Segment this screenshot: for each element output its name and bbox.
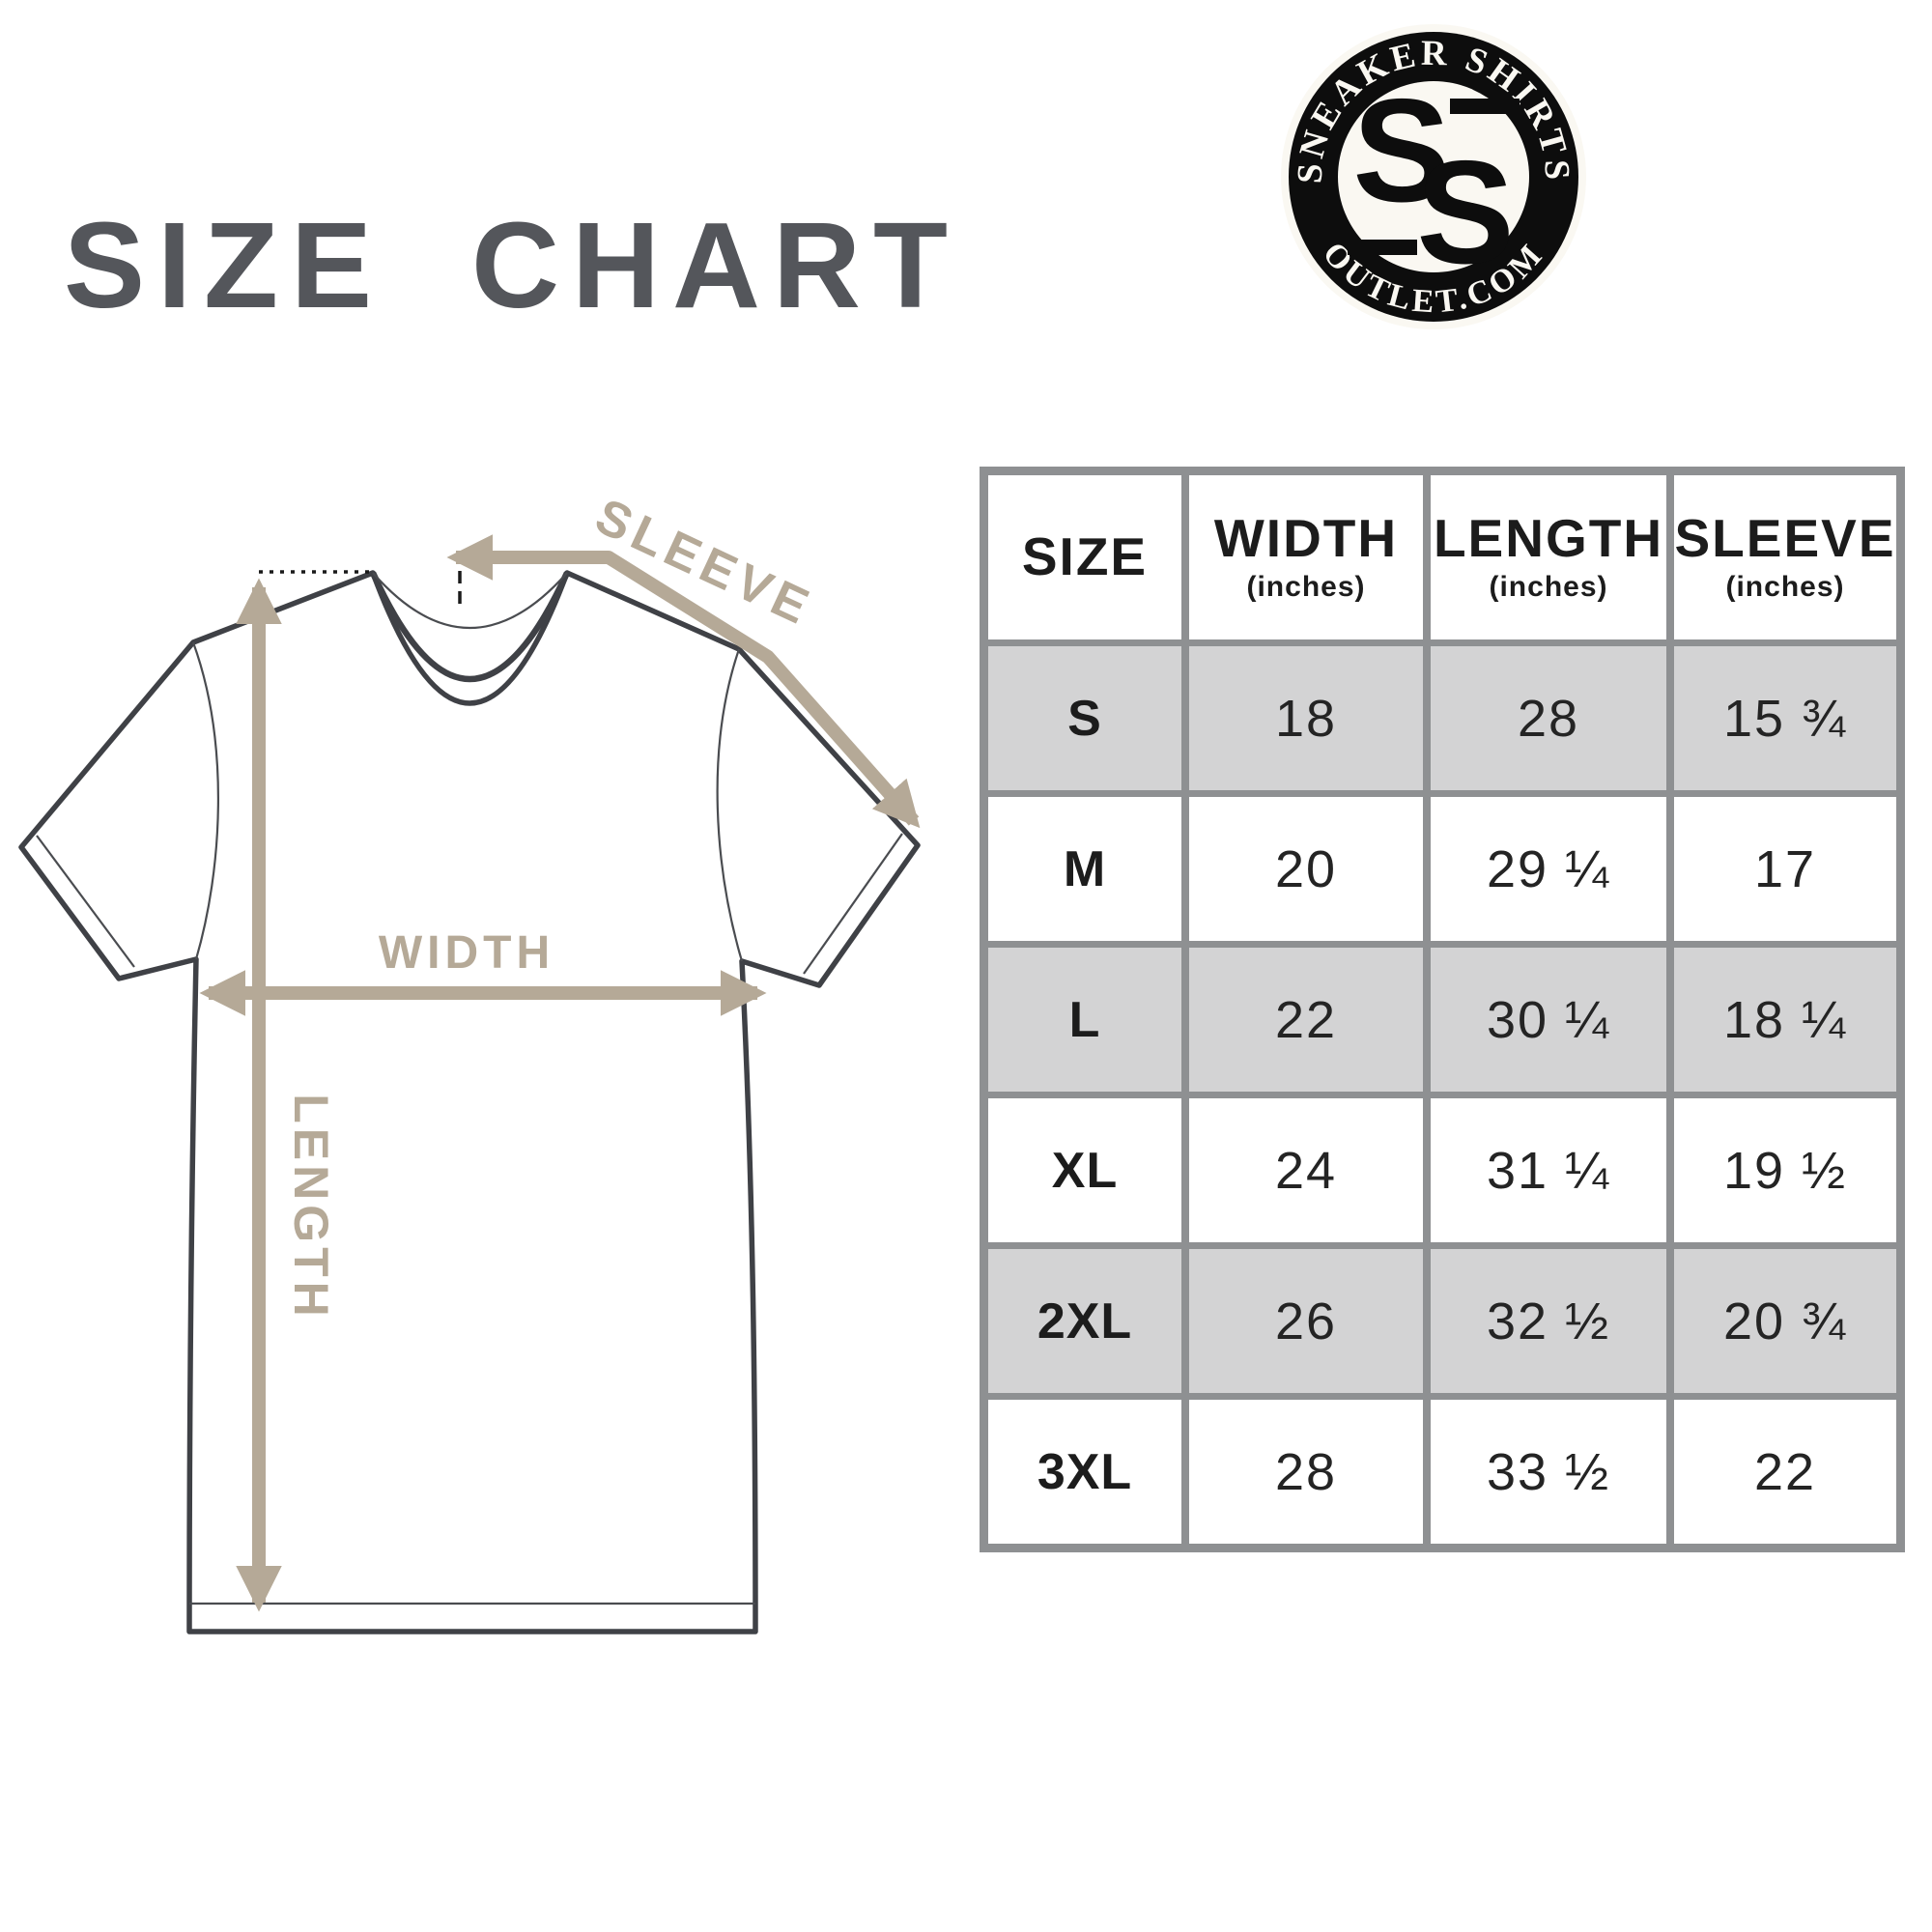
- table-row-s-sleeve: 15 ¾: [1666, 639, 1896, 790]
- row-l-sleeve: 18 ¼: [1722, 990, 1848, 1049]
- row-2xl-sleeve: 20 ¾: [1722, 1292, 1848, 1350]
- size-table: SIZE WIDTH (inches) LENGTH (inches) SLEE…: [980, 467, 1905, 1552]
- table-row-l-size: L: [988, 941, 1181, 1092]
- svg-text:S: S: [1352, 69, 1450, 233]
- table-row-m-length: 29 ¼: [1423, 790, 1666, 941]
- table-row-3xl-size: 3XL: [988, 1393, 1181, 1544]
- row-xl-sleeve: 19 ½: [1722, 1141, 1848, 1200]
- row-m-label: M: [1063, 840, 1107, 897]
- row-xl-length: 31 ¼: [1486, 1141, 1611, 1200]
- length-label: LENGTH: [284, 1094, 338, 1321]
- badge-inner-disc: [1338, 81, 1529, 272]
- svg-text:S: S: [1416, 130, 1514, 295]
- row-3xl-label: 3XL: [1037, 1443, 1133, 1500]
- left-armhole-seam: [191, 641, 220, 960]
- left-sleeve-hem: [36, 835, 135, 968]
- row-m-width: 20: [1274, 839, 1338, 898]
- brand-logo: SNEAKER SHIRTS OUTLET.COM S S: [1281, 24, 1586, 329]
- table-row-l-width: 22: [1181, 941, 1423, 1092]
- header-length-unit: (inches): [1489, 570, 1608, 603]
- table-row-m-width: 20: [1181, 790, 1423, 941]
- right-sleeve-hem: [803, 833, 903, 975]
- tshirt-outline: [18, 570, 921, 1634]
- table-row-m-size: M: [988, 790, 1181, 941]
- table-row-l-length: 30 ¼: [1423, 941, 1666, 1092]
- width-label: WIDTH: [379, 927, 554, 979]
- header-sleeve-label: SLEEVE: [1674, 508, 1896, 569]
- row-3xl-width: 28: [1274, 1442, 1338, 1501]
- row-xl-label: XL: [1051, 1142, 1119, 1199]
- row-s-sleeve: 15 ¾: [1722, 689, 1848, 748]
- table-row-2xl-size: 2XL: [988, 1242, 1181, 1393]
- header-size: SIZE: [988, 475, 1181, 639]
- table-row-xl-sleeve: 19 ½: [1666, 1092, 1896, 1242]
- row-s-length: 28: [1517, 689, 1580, 748]
- row-3xl-sleeve: 22: [1753, 1442, 1817, 1501]
- collar-inner-seam: [372, 572, 568, 629]
- row-l-width: 22: [1274, 990, 1338, 1049]
- ss-monogram-icon: S S: [1348, 69, 1520, 295]
- row-m-sleeve: 17: [1753, 839, 1817, 898]
- tshirt-measure-diagram: SLEEVE WIDTH LENGTH: [18, 488, 921, 1634]
- row-2xl-length: 32 ½: [1486, 1292, 1611, 1350]
- sleeve-arrow: [446, 534, 921, 829]
- header-width-unit: (inches): [1246, 570, 1366, 603]
- table-row-s-length: 28: [1423, 639, 1666, 790]
- header-size-label: SIZE: [1021, 526, 1149, 587]
- table-row-s-width: 18: [1181, 639, 1423, 790]
- table-row-2xl-length: 32 ½: [1423, 1242, 1666, 1393]
- table-row-3xl-length: 33 ½: [1423, 1393, 1666, 1544]
- header-length: LENGTH (inches): [1423, 475, 1666, 639]
- table-row-3xl-width: 28: [1181, 1393, 1423, 1544]
- row-3xl-length: 33 ½: [1486, 1442, 1611, 1501]
- table-row-m-sleeve: 17: [1666, 790, 1896, 941]
- row-s-width: 18: [1274, 689, 1338, 748]
- row-m-length: 29 ¼: [1486, 839, 1611, 898]
- table-row-xl-length: 31 ¼: [1423, 1092, 1666, 1242]
- table-row-2xl-width: 26: [1181, 1242, 1423, 1393]
- table-row-l-sleeve: 18 ¼: [1666, 941, 1896, 1092]
- row-l-label: L: [1068, 991, 1101, 1048]
- table-row-2xl-sleeve: 20 ¾: [1666, 1242, 1896, 1393]
- header-sleeve: SLEEVE (inches): [1666, 475, 1896, 639]
- row-2xl-width: 26: [1274, 1292, 1338, 1350]
- row-s-label: S: [1067, 690, 1102, 747]
- table-row-s-size: S: [988, 639, 1181, 790]
- header-sleeve-unit: (inches): [1725, 570, 1845, 603]
- table-row-xl-size: XL: [988, 1092, 1181, 1242]
- header-width-label: WIDTH: [1213, 508, 1399, 569]
- header-length-label: LENGTH: [1433, 508, 1664, 569]
- table-row-xl-width: 24: [1181, 1092, 1423, 1242]
- header-width: WIDTH (inches): [1181, 475, 1423, 639]
- page-title: SIZE CHART: [64, 197, 960, 333]
- row-l-length: 30 ¼: [1486, 990, 1611, 1049]
- row-2xl-label: 2XL: [1037, 1293, 1133, 1350]
- table-row-3xl-sleeve: 22: [1666, 1393, 1896, 1544]
- row-xl-width: 24: [1274, 1141, 1338, 1200]
